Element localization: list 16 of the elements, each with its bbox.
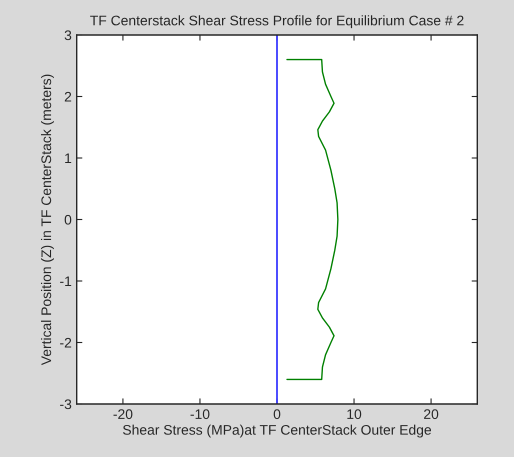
x-tick-label: 0 [274, 409, 280, 420]
y-tick-label: -1 [60, 276, 72, 286]
y-axis-title: Vertical Position (Z) in TF CenterStack (meters) [40, 74, 54, 366]
x-tick-label: -20 [114, 409, 132, 420]
y-tick-label: -3 [60, 399, 72, 410]
x-axis-title: Shear Stress (MPa)at TF CenterStack Outer Edge [122, 424, 432, 438]
line-series [286, 58, 339, 380]
y-tick-label: -2 [60, 338, 72, 348]
y-tick-label: 2 [64, 92, 72, 102]
x-tick-label: 20 [424, 409, 438, 420]
x-tick-label: 10 [347, 409, 362, 420]
x-tick-label: -10 [190, 409, 210, 420]
chart-title: TF Centerstack Shear Stress Profile for Equilibrium Case # 2 [90, 15, 464, 28]
y-tick-label: 1 [65, 153, 72, 164]
y-tick-label: 3 [64, 30, 72, 40]
y-tick-label: 0 [64, 214, 72, 225]
